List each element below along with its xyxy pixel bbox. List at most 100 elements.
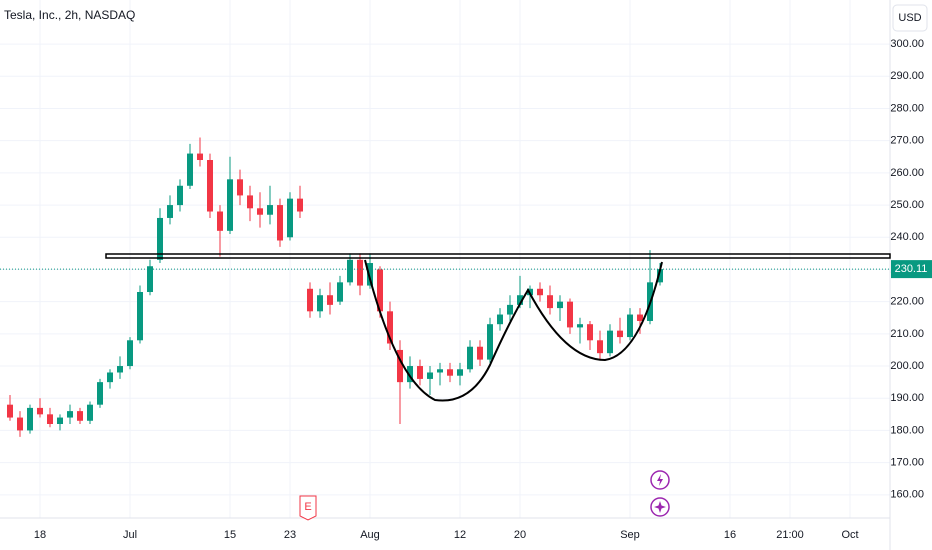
candle-body: [547, 295, 553, 309]
candle-body: [137, 291, 143, 341]
earnings-label: E: [304, 501, 311, 513]
candle-body: [627, 314, 633, 338]
candle-body: [97, 382, 103, 405]
candle-body: [347, 259, 353, 283]
candle-body: [17, 417, 23, 431]
candle-body: [257, 208, 263, 215]
y-tick-label: 290.00: [890, 70, 924, 82]
candle-body: [617, 330, 623, 338]
y-tick-label: 190.00: [890, 392, 924, 404]
grid: [0, 0, 890, 518]
candle-body: [207, 160, 213, 212]
y-tick-label: 160.00: [890, 489, 924, 501]
candle-body: [237, 179, 243, 196]
x-tick-label: Sep: [620, 529, 640, 541]
candle-body: [327, 295, 333, 305]
cup-pattern: [364, 259, 663, 402]
y-tick-label: 170.00: [890, 457, 924, 469]
x-tick-label: 16: [724, 529, 736, 541]
candle-body: [87, 404, 93, 421]
candle-body: [147, 266, 153, 292]
candle-body: [197, 153, 203, 161]
candle-body: [107, 372, 113, 383]
candle-body: [657, 269, 663, 283]
candle-body: [367, 263, 373, 286]
candle-body: [267, 205, 273, 215]
candle-body: [357, 259, 363, 286]
candle-body: [7, 404, 13, 418]
x-tick-label: Jul: [123, 529, 137, 541]
candle-body: [337, 282, 343, 302]
x-tick-label: 12: [454, 529, 466, 541]
star-icon: [654, 501, 666, 513]
candle-body: [287, 198, 293, 238]
candle-body: [407, 366, 413, 383]
x-tick-label: 20: [514, 529, 526, 541]
currency: USD: [898, 12, 921, 24]
x-tick-label: 18: [34, 529, 46, 541]
candle-body: [597, 340, 603, 354]
candle-body: [157, 217, 163, 260]
axes: 160.00 170.00 180.00 190.00 200.00 210.00 220.…: [34, 38, 932, 541]
candle-body: [217, 211, 223, 231]
y-tick-label: 220.00: [890, 296, 924, 308]
candle-body: [177, 185, 183, 206]
y-tick-label: 250.00: [890, 199, 924, 211]
candle-body: [377, 269, 383, 312]
candle-body: [477, 346, 483, 360]
y-tick-label: 280.00: [890, 102, 924, 114]
candle-body: [27, 407, 33, 431]
candle-body: [227, 179, 233, 231]
y-tick-label: 200.00: [890, 360, 924, 372]
candle-body: [427, 372, 433, 379]
x-tick-label: Oct: [841, 529, 858, 541]
candle-body: [247, 195, 253, 209]
y-tick-label: 240.00: [890, 231, 924, 243]
last-price-label: 230.11: [895, 263, 928, 275]
candle-body: [637, 314, 643, 321]
x-tick-label: 21:00: [776, 529, 804, 541]
candle-body: [317, 295, 323, 312]
chart-title: Tesla, Inc., 2h, NASDAQ: [4, 8, 135, 22]
candle-body: [67, 411, 73, 418]
candle-body: [487, 324, 493, 360]
candle-body: [497, 314, 503, 325]
candle-body: [557, 301, 563, 309]
y-tick-label: 210.00: [890, 328, 924, 340]
candle-body: [567, 301, 573, 328]
candle-body: [167, 205, 173, 218]
candle-body: [77, 411, 83, 421]
y-tick-label: 180.00: [890, 424, 924, 436]
y-tick-label: 270.00: [890, 135, 924, 147]
candle-body: [127, 340, 133, 367]
last-price-box: [891, 260, 932, 279]
candle-body: [537, 288, 543, 296]
candle-body: [467, 346, 473, 370]
candle-body: [607, 330, 613, 354]
x-tick-label: 15: [224, 529, 236, 541]
candle-body: [447, 369, 453, 376]
candle-body: [517, 295, 523, 305]
candle-body: [37, 407, 43, 415]
candle-body: [587, 324, 593, 341]
candle-body: [387, 311, 393, 344]
earnings-flag[interactable]: [299, 495, 317, 521]
candle-body: [437, 369, 443, 373]
candle-body: [307, 288, 313, 312]
currency-button[interactable]: [892, 4, 928, 32]
candle-body: [457, 369, 463, 376]
x-tick-label: 23: [284, 529, 296, 541]
candle-body: [507, 304, 513, 315]
candle-body: [57, 417, 63, 424]
candle-body: [417, 366, 423, 379]
y-tick-label: 300.00: [890, 38, 924, 50]
candle-body: [117, 366, 123, 373]
candle-body: [187, 153, 193, 186]
candle-body: [277, 205, 283, 241]
x-tick-label: Aug: [360, 529, 380, 541]
candle-body: [47, 414, 53, 424]
lightning-icon: [657, 474, 663, 486]
candle-body: [297, 198, 303, 212]
